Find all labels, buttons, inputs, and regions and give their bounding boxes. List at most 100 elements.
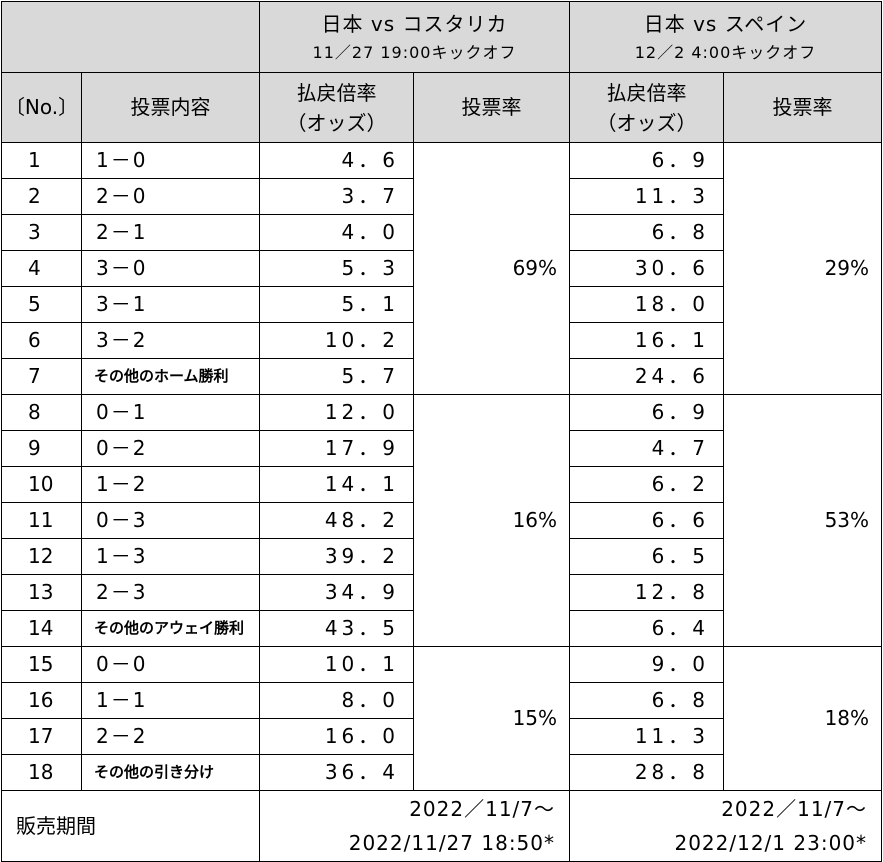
- match1-odds: 34．9: [259, 574, 414, 611]
- match2-odds: 6．8: [569, 682, 725, 719]
- match2-title: 日本 vs スペイン: [643, 11, 808, 36]
- table-row: 6 3－2 10．2 16．1: [1, 322, 882, 359]
- match1-odds: 48．2: [259, 502, 414, 539]
- content-header: 投票内容: [81, 72, 260, 143]
- match1-odds: 43．5: [259, 610, 414, 647]
- row-number: 7: [1, 358, 82, 395]
- row-number: 16: [1, 682, 82, 719]
- vote-content: その他の引き分け: [81, 754, 260, 791]
- odds-header-line1: 払戻倍率: [606, 80, 687, 105]
- match1-odds: 17．9: [259, 430, 414, 467]
- match2-odds: 9．0: [569, 646, 725, 683]
- match1-odds: 39．2: [259, 538, 414, 575]
- match2-odds: 18．0: [569, 286, 725, 323]
- vote-content: 1－1: [81, 682, 260, 719]
- vote-content: 2－2: [81, 718, 260, 755]
- row-number: 14: [1, 610, 82, 647]
- match2-odds: 6．4: [569, 610, 725, 647]
- table-row: 13 2－3 34．9 12．8: [1, 574, 882, 611]
- row-number: 10: [1, 466, 82, 503]
- match2-odds: 11．3: [569, 178, 725, 215]
- match2-sale-start: 2022／11/7～: [721, 797, 868, 821]
- table-row: 3 2－1 4．0 6．8: [1, 214, 882, 251]
- match1-odds: 8．0: [259, 682, 414, 719]
- match2-odds: 11．3: [569, 718, 725, 755]
- table-row: 16 1－1 8．0 6．8: [1, 682, 882, 719]
- sale-period-row: 販売期間 2022／11/7～ 2022/11/27 18:50* 2022／11/7…: [1, 790, 883, 862]
- match1-odds: 3．7: [259, 178, 414, 215]
- row-number: 11: [1, 502, 82, 539]
- row-number: 4: [1, 250, 82, 287]
- match1-odds: 16．0: [259, 718, 414, 755]
- table-row: 14 その他のアウェイ勝利 43．5 6．4: [1, 610, 882, 647]
- row-number: 17: [1, 718, 82, 755]
- match1-odds: 5．3: [259, 250, 414, 287]
- match1-odds: 10．2: [259, 322, 414, 359]
- match1-vote-rate: 16%: [412, 394, 571, 647]
- vote-content: 0－1: [81, 394, 260, 431]
- row-number: 5: [1, 286, 82, 323]
- match1-sale-end: 2022/11/27 18:50*: [348, 831, 556, 855]
- match2-odds: 6．9: [569, 394, 725, 431]
- match2-odds: 12．8: [569, 574, 725, 611]
- vote-content: 0－2: [81, 430, 260, 467]
- no-header: 〔No.〕: [1, 72, 82, 143]
- table-row: 10 1－2 14．1 6．2: [1, 466, 882, 503]
- match1-odds: 36．4: [259, 754, 414, 791]
- match1-kickoff: 11／27 19:00キックオフ: [312, 42, 517, 62]
- vote-content: 3－1: [81, 286, 260, 323]
- match2-odds: 6．5: [569, 538, 725, 575]
- vote-content: 3－0: [81, 250, 260, 287]
- odds-header-line2: （オッズ）: [596, 110, 697, 135]
- table-row: 8 0－1 12．0 16% 6．9 53%: [1, 394, 883, 647]
- match2-odds: 24．6: [569, 358, 725, 395]
- match1-header: 日本 vs コスタリカ 11／27 19:00キックオフ: [258, 1, 571, 73]
- match1-vote-rate: 15%: [412, 646, 571, 791]
- match2-kickoff: 12／2 4:00キックオフ: [634, 42, 817, 62]
- match1-odds: 12．0: [259, 394, 414, 431]
- row-number: 15: [1, 646, 82, 683]
- row-number: 6: [1, 322, 82, 359]
- row-number: 18: [1, 754, 82, 791]
- match2-sale-period: 2022／11/7～ 2022/12/1 23:00*: [569, 790, 883, 862]
- vote-content: その他のホーム勝利: [81, 358, 260, 395]
- match1-odds: 4．6: [259, 142, 414, 179]
- vote-content: 1－0: [81, 142, 260, 179]
- match2-sale-end: 2022/12/1 23:00*: [674, 831, 868, 855]
- match1-odds: 4．0: [259, 214, 414, 251]
- match2-vote-rate: 18%: [723, 646, 883, 791]
- match1-odds: 5．1: [259, 286, 414, 323]
- row-number: 1: [1, 142, 82, 179]
- match2-odds: 6．2: [569, 466, 725, 503]
- vote-content: 1－3: [81, 538, 260, 575]
- row-number: 8: [1, 394, 82, 431]
- match2-header: 日本 vs スペイン 12／2 4:00キックオフ: [569, 1, 883, 73]
- table-row: 1 1－0 4．6 69% 6．9 29%: [1, 142, 883, 395]
- match1-rate-header: 投票率: [412, 72, 571, 143]
- vote-content: 0－0: [81, 646, 260, 683]
- odds-header-line1: 払戻倍率: [296, 80, 377, 105]
- match2-odds: 6．6: [569, 502, 725, 539]
- row-number: 2: [1, 178, 82, 215]
- row-number: 3: [1, 214, 82, 251]
- table-row: 11 0－3 48．2 6．6: [1, 502, 882, 539]
- table-row: 18 その他の引き分け 36．4 28．8: [1, 754, 882, 791]
- vote-content: 1－2: [81, 466, 260, 503]
- match2-odds: 28．8: [569, 754, 725, 791]
- odds-header-line2: （オッズ）: [286, 110, 387, 135]
- match2-rate-header: 投票率: [723, 72, 883, 143]
- vote-content: 2－0: [81, 178, 260, 215]
- vote-content: 2－1: [81, 214, 260, 251]
- match2-odds-header: 払戻倍率 （オッズ）: [569, 72, 725, 143]
- vote-content: 3－2: [81, 322, 260, 359]
- match1-odds: 14．1: [259, 466, 414, 503]
- table-row: 9 0－2 17．9 4．7: [1, 430, 882, 467]
- match2-odds: 16．1: [569, 322, 725, 359]
- match1-sale-period: 2022／11/7～ 2022/11/27 18:50*: [258, 790, 571, 862]
- vote-content: 2－3: [81, 574, 260, 611]
- match2-odds: 30．6: [569, 250, 725, 287]
- match1-odds: 5．7: [259, 358, 414, 395]
- match1-title: 日本 vs コスタリカ: [321, 11, 508, 36]
- match2-vote-rate: 53%: [723, 394, 883, 647]
